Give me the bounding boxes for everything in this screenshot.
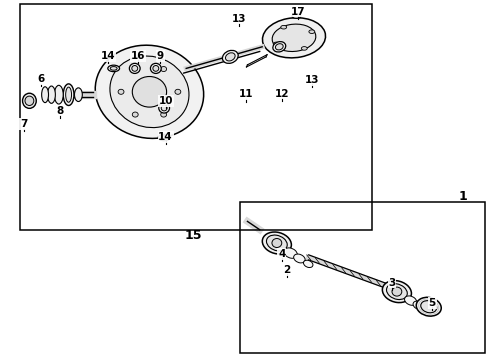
Ellipse shape	[273, 42, 286, 52]
Ellipse shape	[421, 301, 437, 313]
Text: 7: 7	[20, 119, 27, 129]
Text: 15: 15	[185, 229, 202, 242]
Ellipse shape	[413, 301, 424, 310]
Text: 5: 5	[429, 298, 436, 308]
Ellipse shape	[281, 26, 287, 29]
Text: 2: 2	[283, 265, 290, 275]
Text: 13: 13	[305, 75, 319, 85]
Ellipse shape	[63, 84, 74, 105]
Ellipse shape	[262, 232, 292, 254]
Ellipse shape	[292, 14, 301, 18]
Ellipse shape	[275, 44, 283, 50]
Text: 14: 14	[158, 132, 173, 142]
Ellipse shape	[25, 96, 34, 105]
Ellipse shape	[263, 18, 325, 58]
Ellipse shape	[54, 85, 63, 104]
Ellipse shape	[222, 50, 238, 63]
Ellipse shape	[161, 136, 168, 139]
Text: 17: 17	[291, 6, 306, 17]
Ellipse shape	[303, 260, 313, 267]
Text: 13: 13	[231, 14, 246, 24]
Text: 3: 3	[389, 278, 395, 288]
Ellipse shape	[48, 86, 55, 103]
Ellipse shape	[161, 112, 167, 117]
Bar	[240, 202, 485, 353]
Ellipse shape	[387, 284, 407, 300]
Ellipse shape	[95, 45, 204, 138]
Ellipse shape	[158, 134, 170, 141]
Ellipse shape	[129, 63, 140, 73]
Ellipse shape	[392, 287, 402, 296]
Ellipse shape	[132, 112, 138, 117]
Text: 12: 12	[274, 89, 289, 99]
Ellipse shape	[153, 66, 159, 71]
Ellipse shape	[382, 280, 412, 303]
Ellipse shape	[74, 88, 82, 102]
Ellipse shape	[284, 248, 297, 258]
Text: 1: 1	[459, 190, 467, 203]
Ellipse shape	[405, 296, 416, 305]
Ellipse shape	[273, 42, 279, 46]
Ellipse shape	[23, 93, 36, 108]
Ellipse shape	[108, 65, 120, 72]
Ellipse shape	[161, 105, 167, 111]
Bar	[20, 4, 372, 230]
Ellipse shape	[161, 67, 167, 72]
Ellipse shape	[272, 24, 316, 51]
Ellipse shape	[110, 67, 117, 70]
Ellipse shape	[132, 67, 138, 72]
Ellipse shape	[132, 77, 167, 107]
Text: 4: 4	[278, 249, 286, 259]
Ellipse shape	[150, 63, 161, 73]
Ellipse shape	[272, 239, 282, 248]
Text: 9: 9	[157, 51, 164, 61]
Ellipse shape	[416, 297, 441, 316]
Ellipse shape	[267, 235, 287, 251]
Text: 11: 11	[239, 89, 254, 99]
Text: 8: 8	[56, 105, 63, 116]
Ellipse shape	[118, 89, 124, 94]
Ellipse shape	[294, 254, 305, 263]
Ellipse shape	[309, 30, 315, 33]
Ellipse shape	[225, 53, 235, 61]
Ellipse shape	[159, 103, 170, 113]
Text: 10: 10	[158, 96, 173, 106]
Ellipse shape	[132, 66, 138, 71]
Ellipse shape	[301, 46, 307, 50]
Ellipse shape	[110, 56, 189, 127]
Ellipse shape	[175, 89, 181, 94]
Text: 6: 6	[37, 74, 44, 84]
Text: 16: 16	[131, 51, 146, 61]
Ellipse shape	[66, 87, 72, 102]
Text: 14: 14	[101, 51, 116, 61]
Ellipse shape	[42, 87, 49, 103]
